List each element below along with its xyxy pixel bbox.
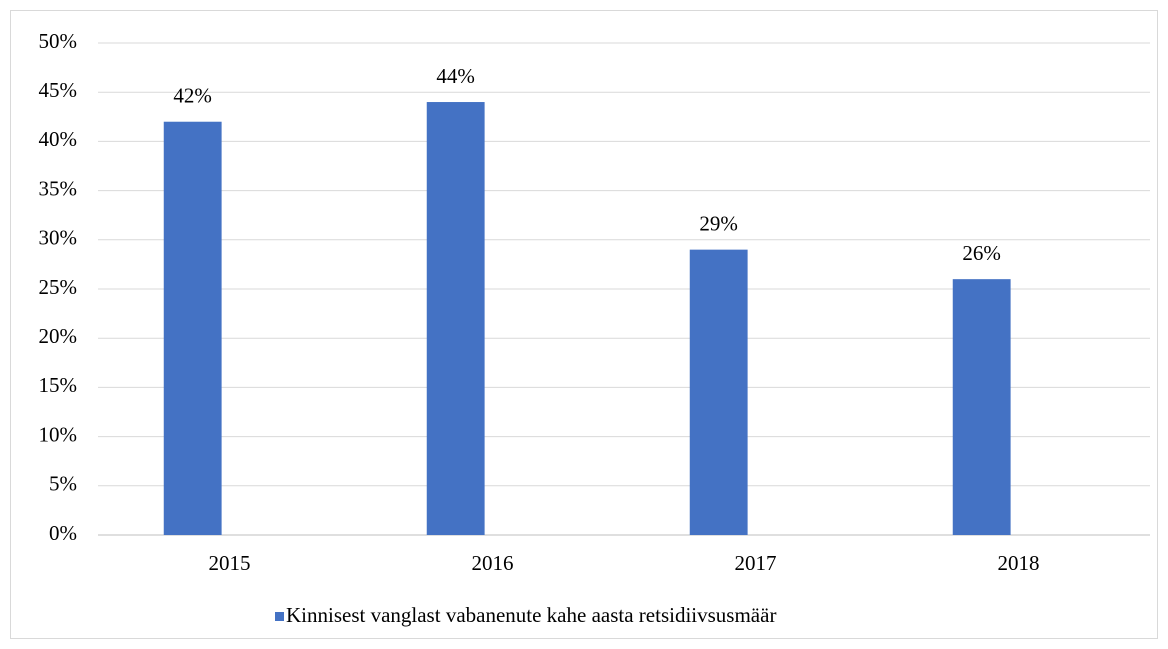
y-tick-label: 0% (49, 521, 77, 545)
y-tick-label: 35% (39, 176, 78, 200)
y-tick-label: 25% (39, 275, 78, 299)
bar (426, 102, 485, 535)
bar (952, 279, 1011, 535)
data-label: 44% (436, 64, 475, 88)
bar (163, 121, 222, 535)
legend-label: Kinnisest vanglast vabanenute kahe aasta… (286, 603, 776, 627)
data-label: 29% (699, 211, 738, 235)
x-tick-label: 2018 (998, 551, 1040, 575)
x-tick-label: 2015 (209, 551, 251, 575)
y-tick-label: 15% (39, 373, 78, 397)
y-tick-label: 50% (39, 29, 78, 53)
y-tick-label: 10% (39, 422, 78, 446)
bar (689, 249, 748, 535)
y-tick-label: 40% (39, 127, 78, 151)
y-tick-label: 30% (39, 226, 78, 250)
data-label: 26% (962, 241, 1001, 265)
y-tick-label: 5% (49, 472, 77, 496)
legend-swatch (275, 612, 284, 621)
data-label: 42% (173, 84, 212, 108)
x-tick-label: 2016 (472, 551, 514, 575)
y-tick-label: 45% (39, 78, 78, 102)
y-tick-label: 20% (39, 324, 78, 348)
x-tick-label: 2017 (735, 551, 777, 575)
